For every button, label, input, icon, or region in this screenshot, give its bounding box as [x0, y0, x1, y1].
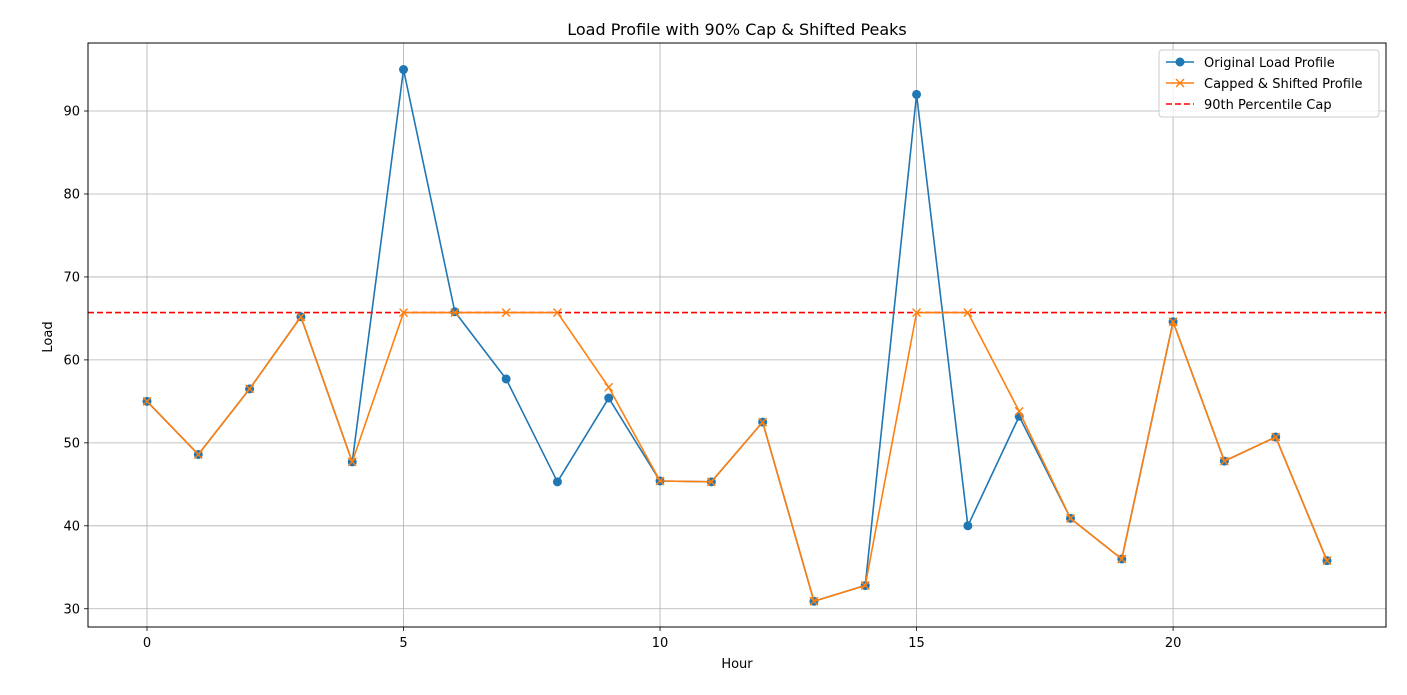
legend-frame: [1158, 49, 1380, 118]
data-point: [1014, 406, 1024, 416]
grid-lines: [88, 43, 1386, 627]
data-point: [604, 393, 614, 403]
y-axis-title: Load: [41, 321, 56, 352]
x-tick-label: 0: [143, 636, 151, 651]
legend-label-original: Original Load Profile: [1204, 56, 1335, 71]
data-point: [912, 89, 922, 99]
data-point: [501, 308, 511, 318]
data-point: [399, 308, 409, 318]
legend-label-capped: Capped & Shifted Profile: [1204, 77, 1363, 92]
data-point: [347, 457, 357, 467]
data-point: [450, 308, 460, 318]
data-point: [1065, 513, 1075, 523]
x-axis-title: Hour: [721, 657, 753, 672]
data-point: [1322, 556, 1332, 566]
legend-entry-cap: 90th Percentile Cap: [1166, 98, 1332, 113]
chart-title: Load Profile with 90% Cap & Shifted Peak…: [567, 20, 907, 39]
data-point: [142, 396, 152, 406]
legend-marker-capped: [1175, 78, 1185, 88]
legend-marker-original: [1175, 57, 1185, 67]
data-point: [963, 521, 973, 531]
data-point: [296, 312, 306, 322]
data-point: [912, 308, 922, 318]
data-point: [552, 308, 562, 318]
data-point: [706, 477, 716, 487]
y-tick-label: 40: [63, 519, 80, 534]
data-point: [1219, 456, 1229, 466]
data-point: [655, 476, 665, 486]
plot-frame: [87, 42, 1387, 628]
axis-ticks: 0 5 10 15 20 30 40 50 60 70 80 90: [63, 105, 1181, 651]
plot-area: [88, 43, 1386, 627]
data-point: [860, 581, 870, 591]
series-lines: [142, 65, 1332, 606]
data-point: [1271, 432, 1281, 442]
y-tick-label: 50: [63, 436, 80, 451]
y-tick-label: 70: [63, 270, 80, 285]
series-line: [146, 311, 1328, 603]
data-point: [758, 417, 768, 427]
data-point: [604, 382, 614, 392]
y-tick-label: 80: [63, 187, 80, 202]
y-tick-label: 30: [63, 602, 80, 617]
x-tick-label: 10: [652, 636, 669, 651]
x-tick-label: 20: [1165, 636, 1182, 651]
data-point: [1168, 317, 1178, 327]
x-tick-label: 5: [399, 636, 407, 651]
data-point: [193, 449, 203, 459]
legend: Original Load Profile Capped & Shifted P…: [1158, 49, 1380, 118]
y-tick-label: 60: [63, 353, 80, 368]
series-capped: [142, 308, 1332, 606]
legend-entry-original: Original Load Profile: [1166, 56, 1335, 71]
legend-entry-capped: Capped & Shifted Profile: [1166, 77, 1363, 92]
data-point: [552, 477, 562, 487]
x-tick-label: 15: [908, 636, 925, 651]
data-point: [245, 384, 255, 394]
y-tick-label: 90: [63, 105, 80, 120]
data-point: [501, 374, 511, 384]
data-point: [809, 596, 819, 606]
legend-label-cap: 90th Percentile Cap: [1204, 98, 1332, 113]
data-point: [1117, 554, 1127, 564]
data-point: [399, 65, 409, 75]
data-point: [963, 308, 973, 318]
